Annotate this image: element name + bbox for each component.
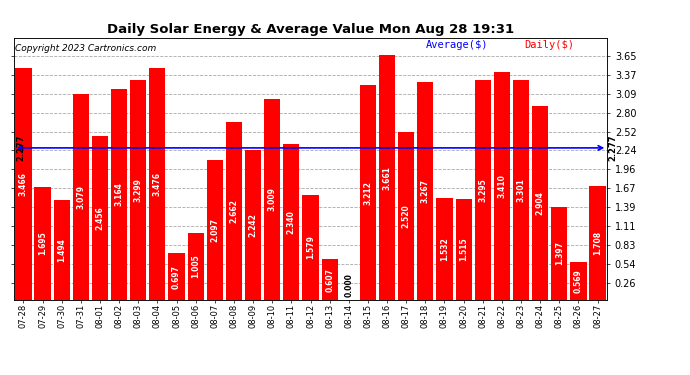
Text: 0.000: 0.000 (344, 273, 353, 297)
Bar (188, 233, 204, 300)
Text: 2.097: 2.097 (210, 218, 219, 242)
Text: 1.515: 1.515 (459, 238, 468, 261)
Text: 2.456: 2.456 (95, 206, 104, 230)
Bar (226, 122, 242, 300)
Bar (475, 80, 491, 300)
Text: 3.410: 3.410 (497, 174, 506, 198)
Bar (417, 82, 433, 300)
Bar (130, 80, 146, 300)
Text: 3.661: 3.661 (382, 166, 391, 190)
Text: 1.005: 1.005 (191, 255, 200, 278)
Text: 3.301: 3.301 (517, 178, 526, 202)
Text: 2.904: 2.904 (535, 191, 544, 215)
Bar (264, 99, 280, 300)
Text: 1.695: 1.695 (38, 231, 47, 255)
Bar (15, 69, 32, 300)
Text: 3.212: 3.212 (364, 181, 373, 205)
Bar (359, 86, 376, 300)
Bar (92, 136, 108, 300)
Text: 3.164: 3.164 (115, 182, 124, 206)
Text: 1.708: 1.708 (593, 231, 602, 255)
Bar (551, 207, 567, 300)
Bar (72, 94, 89, 300)
Text: Copyright 2023 Cartronics.com: Copyright 2023 Cartronics.com (15, 44, 156, 53)
Text: 2.340: 2.340 (287, 210, 296, 234)
Bar (54, 200, 70, 300)
Text: 1.494: 1.494 (57, 238, 66, 262)
Text: 2.277: 2.277 (609, 135, 618, 161)
Bar (379, 56, 395, 300)
Bar (455, 199, 472, 300)
Text: 3.267: 3.267 (421, 179, 430, 203)
Text: 1.397: 1.397 (555, 242, 564, 266)
Bar (532, 106, 549, 300)
Title: Daily Solar Energy & Average Value Mon Aug 28 19:31: Daily Solar Energy & Average Value Mon A… (107, 23, 514, 36)
Bar (513, 80, 529, 300)
Text: 2.662: 2.662 (230, 199, 239, 223)
Text: 1.532: 1.532 (440, 237, 449, 261)
Text: 3.009: 3.009 (268, 188, 277, 211)
Text: 0.697: 0.697 (172, 265, 181, 289)
Bar (571, 262, 586, 300)
Bar (494, 72, 510, 300)
Text: 2.277: 2.277 (17, 135, 26, 161)
Bar (111, 88, 127, 300)
Text: 3.295: 3.295 (478, 178, 487, 202)
Bar (149, 68, 166, 300)
Bar (436, 198, 453, 300)
Text: 1.579: 1.579 (306, 236, 315, 259)
Text: 3.299: 3.299 (134, 178, 143, 202)
Bar (168, 254, 185, 300)
Bar (207, 160, 223, 300)
Bar (398, 132, 415, 300)
Text: 3.466: 3.466 (19, 172, 28, 196)
Text: 2.242: 2.242 (248, 213, 257, 237)
Bar (302, 195, 319, 300)
Text: 2.520: 2.520 (402, 204, 411, 228)
Text: 3.079: 3.079 (77, 185, 86, 209)
Bar (589, 186, 606, 300)
Text: Average($): Average($) (426, 40, 489, 50)
Bar (322, 260, 338, 300)
Text: 0.607: 0.607 (325, 268, 334, 292)
Bar (34, 187, 50, 300)
Bar (245, 150, 262, 300)
Bar (283, 144, 299, 300)
Text: Daily($): Daily($) (524, 40, 574, 50)
Text: 3.476: 3.476 (153, 172, 162, 196)
Text: 0.569: 0.569 (574, 269, 583, 293)
